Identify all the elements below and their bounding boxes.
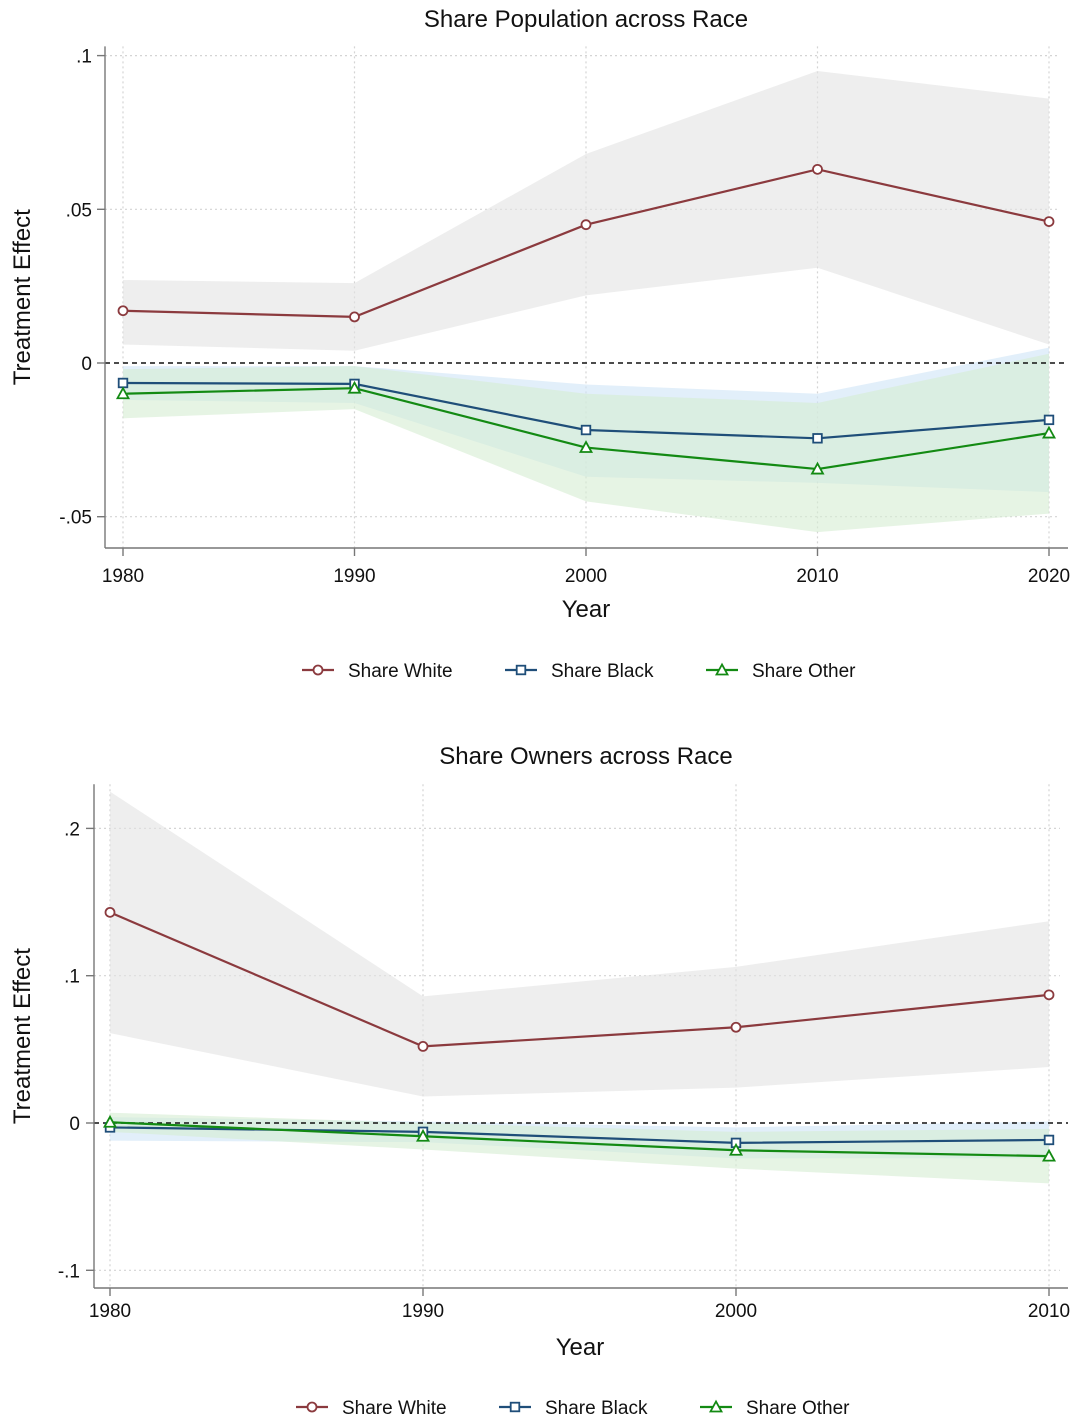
ci-band-share-white xyxy=(110,791,1049,1097)
legend: Share White Share Black Share Other xyxy=(296,1398,850,1419)
x-tick-label: 2000 xyxy=(715,1301,757,1322)
series-line-share-white xyxy=(109,911,1050,1048)
x-tick-label: 1990 xyxy=(402,1301,444,1322)
series-line-share-other xyxy=(109,1121,1050,1158)
legend-item-share-black: Share Black xyxy=(499,1398,648,1419)
data-point-share-white xyxy=(104,906,116,918)
legend-swatch-marker xyxy=(515,664,527,676)
y-tick-label: 0 xyxy=(81,354,92,375)
data-point-share-other xyxy=(728,1142,744,1156)
y-tick-label: .05 xyxy=(66,200,92,221)
legend-swatch-marker xyxy=(708,1399,724,1413)
y-tick-label: -.05 xyxy=(59,508,92,529)
y-axis-title: Treatment Effect xyxy=(9,948,36,1124)
data-point-share-white xyxy=(730,1021,742,1033)
legend-label: Share Black xyxy=(551,661,654,682)
x-tick-label: 2010 xyxy=(796,566,838,587)
data-point-share-black xyxy=(1043,414,1055,426)
x-tick-label: 1990 xyxy=(333,566,375,587)
y-axis-title: Treatment Effect xyxy=(9,209,36,385)
legend-item-share-other: Share Other xyxy=(706,661,856,682)
data-point-share-white xyxy=(417,1041,429,1052)
data-point-share-white xyxy=(117,305,129,317)
data-point-share-other xyxy=(415,1128,431,1142)
legend: Share White Share Black Share Other xyxy=(302,661,856,682)
x-axis-title: Year xyxy=(556,1334,605,1361)
legend-label: Share Other xyxy=(746,1398,850,1419)
x-tick-label: 1980 xyxy=(102,566,144,587)
data-point-share-white xyxy=(1043,216,1055,227)
chart-panel-2: -.1 0 .1 .2 1980 1990 2000 2010 Share Owners acr… xyxy=(9,743,1070,1419)
data-point-share-black xyxy=(1043,1134,1055,1146)
y-tick-label: .1 xyxy=(76,47,92,68)
data-point-share-white xyxy=(1043,989,1055,1001)
y-tick-label: -.1 xyxy=(58,1261,80,1282)
legend-item-share-other: Share Other xyxy=(700,1398,850,1419)
data-point-share-white xyxy=(812,163,823,175)
legend-label: Share Black xyxy=(545,1398,648,1419)
legend-item-share-white: Share White xyxy=(296,1398,447,1419)
legend-label: Share White xyxy=(348,661,453,682)
chart-title: Share Owners across Race xyxy=(439,743,732,770)
legend-swatch-marker xyxy=(312,664,324,676)
data-point-share-other xyxy=(1041,1148,1057,1162)
data-point-share-black xyxy=(812,433,823,444)
data-point-share-black xyxy=(117,377,129,389)
data-point-share-other xyxy=(115,386,131,400)
y-tick-label: 0 xyxy=(69,1114,80,1135)
data-point-share-other xyxy=(810,461,825,475)
ci-band-share-white xyxy=(123,70,1049,351)
data-point-share-other xyxy=(1041,425,1057,439)
data-point-share-other xyxy=(347,380,362,394)
x-tick-label: 2010 xyxy=(1028,1301,1070,1322)
legend-swatch-marker xyxy=(509,1401,521,1413)
data-point-share-other xyxy=(578,440,594,453)
data-point-share-white xyxy=(349,311,360,323)
y-tick-label: .2 xyxy=(64,819,80,840)
legend-swatch-marker xyxy=(714,662,730,676)
chart-panel-1: -.05 0 .05 .1 1980 1990 2000 2010 2020 Share Popu… xyxy=(9,6,1070,682)
x-tick-label: 2020 xyxy=(1028,566,1070,587)
y-tick-label: .1 xyxy=(64,967,80,988)
legend-label: Share Other xyxy=(752,661,856,682)
legend-item-share-white: Share White xyxy=(302,661,453,682)
data-point-share-other xyxy=(102,1114,118,1128)
x-tick-label: 1980 xyxy=(89,1301,131,1322)
x-tick-label: 2000 xyxy=(565,566,607,587)
data-point-share-black xyxy=(580,424,592,436)
chart-title: Share Population across Race xyxy=(424,6,748,33)
data-point-share-white xyxy=(580,219,592,231)
legend-item-share-black: Share Black xyxy=(505,661,654,682)
legend-swatch-marker xyxy=(306,1401,318,1413)
legend-label: Share White xyxy=(342,1398,447,1419)
x-axis-title: Year xyxy=(562,596,611,623)
